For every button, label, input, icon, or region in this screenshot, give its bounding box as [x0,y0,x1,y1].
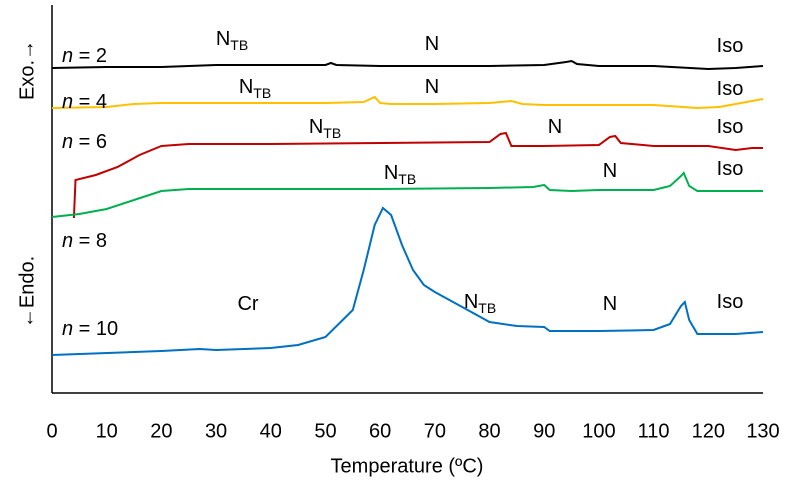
phase-label-sub: TB [478,300,496,316]
phase-label: Iso [717,291,744,313]
series-label: n = 10 [62,318,118,340]
x-tick-label: 30 [205,420,227,442]
x-tick-label: 40 [260,420,282,442]
x-tick-label: 10 [96,420,118,442]
series-label-italic: n [62,45,73,67]
phase-label-main: N [384,162,398,184]
phase-label: NTB [216,28,248,52]
x-axis-title: Temperature (ºC) [331,455,484,477]
x-tick-label: 120 [692,420,725,442]
phase-label-main: Iso [717,158,744,180]
phase-label-sub: TB [398,171,416,187]
series-label-rest: = 6 [73,131,107,153]
phase-label-main: Iso [717,78,744,100]
x-tick-label: 100 [582,420,615,442]
phase-label-main: Cr [237,293,258,315]
dsc-curve [51,171,763,218]
dsc-curve [51,59,764,71]
dsc-curve [51,206,764,356]
phase-label-main: N [464,291,478,313]
x-tick-label: 90 [533,420,555,442]
phase-label-main: N [548,116,562,138]
phase-label-main: N [603,160,617,182]
phase-label-sub: TB [323,125,341,141]
phase-label: Iso [717,158,744,180]
x-tick-label: 70 [424,420,446,442]
series-label-italic: n [62,131,73,153]
y-label-top: Exo.→ [16,40,38,100]
phase-label: Cr [237,293,258,315]
series-label-italic: n [62,91,73,113]
phase-label-sub: TB [230,37,248,53]
series-label-rest: = 10 [73,318,118,340]
series-label-rest: = 8 [73,230,107,252]
phase-label: N [425,76,439,98]
phase-label-main: N [239,76,253,98]
series-label-rest: = 4 [73,91,107,113]
phase-label: N [548,116,562,138]
phase-label-sub: TB [253,85,271,101]
series-label-rest: = 2 [73,45,107,67]
phase-label-main: N [309,116,323,138]
phase-label-main: Iso [717,291,744,313]
phase-label-main: N [425,76,439,98]
phase-label-main: N [216,28,230,50]
series-label: n = 6 [62,131,107,153]
series-label: n = 2 [62,45,107,67]
x-tick-label: 110 [638,420,670,442]
phase-label: NTB [464,291,496,315]
x-tick-label: 130 [746,420,779,442]
x-tick-label: 50 [314,420,336,442]
phase-label-main: Iso [717,116,744,138]
phase-label-main: N [603,293,617,315]
dsc-curve [72,131,763,219]
phase-label-main: N [425,33,439,55]
x-tick-label: 60 [369,420,391,442]
x-tick-label: 80 [478,420,500,442]
phase-label: NTB [384,162,416,186]
phase-label: N [603,293,617,315]
phase-label: Iso [717,116,744,138]
phase-label-main: Iso [717,35,744,57]
phase-label: N [603,160,617,182]
phase-label: NTB [309,116,341,140]
series-label: n = 4 [62,91,107,113]
y-label-bottom: ←Endo. [16,256,38,328]
dsc-curve [51,95,764,110]
series-label-italic: n [62,318,73,340]
phase-label: N [425,33,439,55]
x-tick-label: 20 [150,420,172,442]
phase-label: Iso [717,78,744,100]
phase-label: NTB [239,76,271,100]
series-label: n = 8 [62,230,107,252]
x-tick-label: 0 [46,420,57,442]
phase-label: Iso [717,35,744,57]
series-label-italic: n [62,230,73,252]
